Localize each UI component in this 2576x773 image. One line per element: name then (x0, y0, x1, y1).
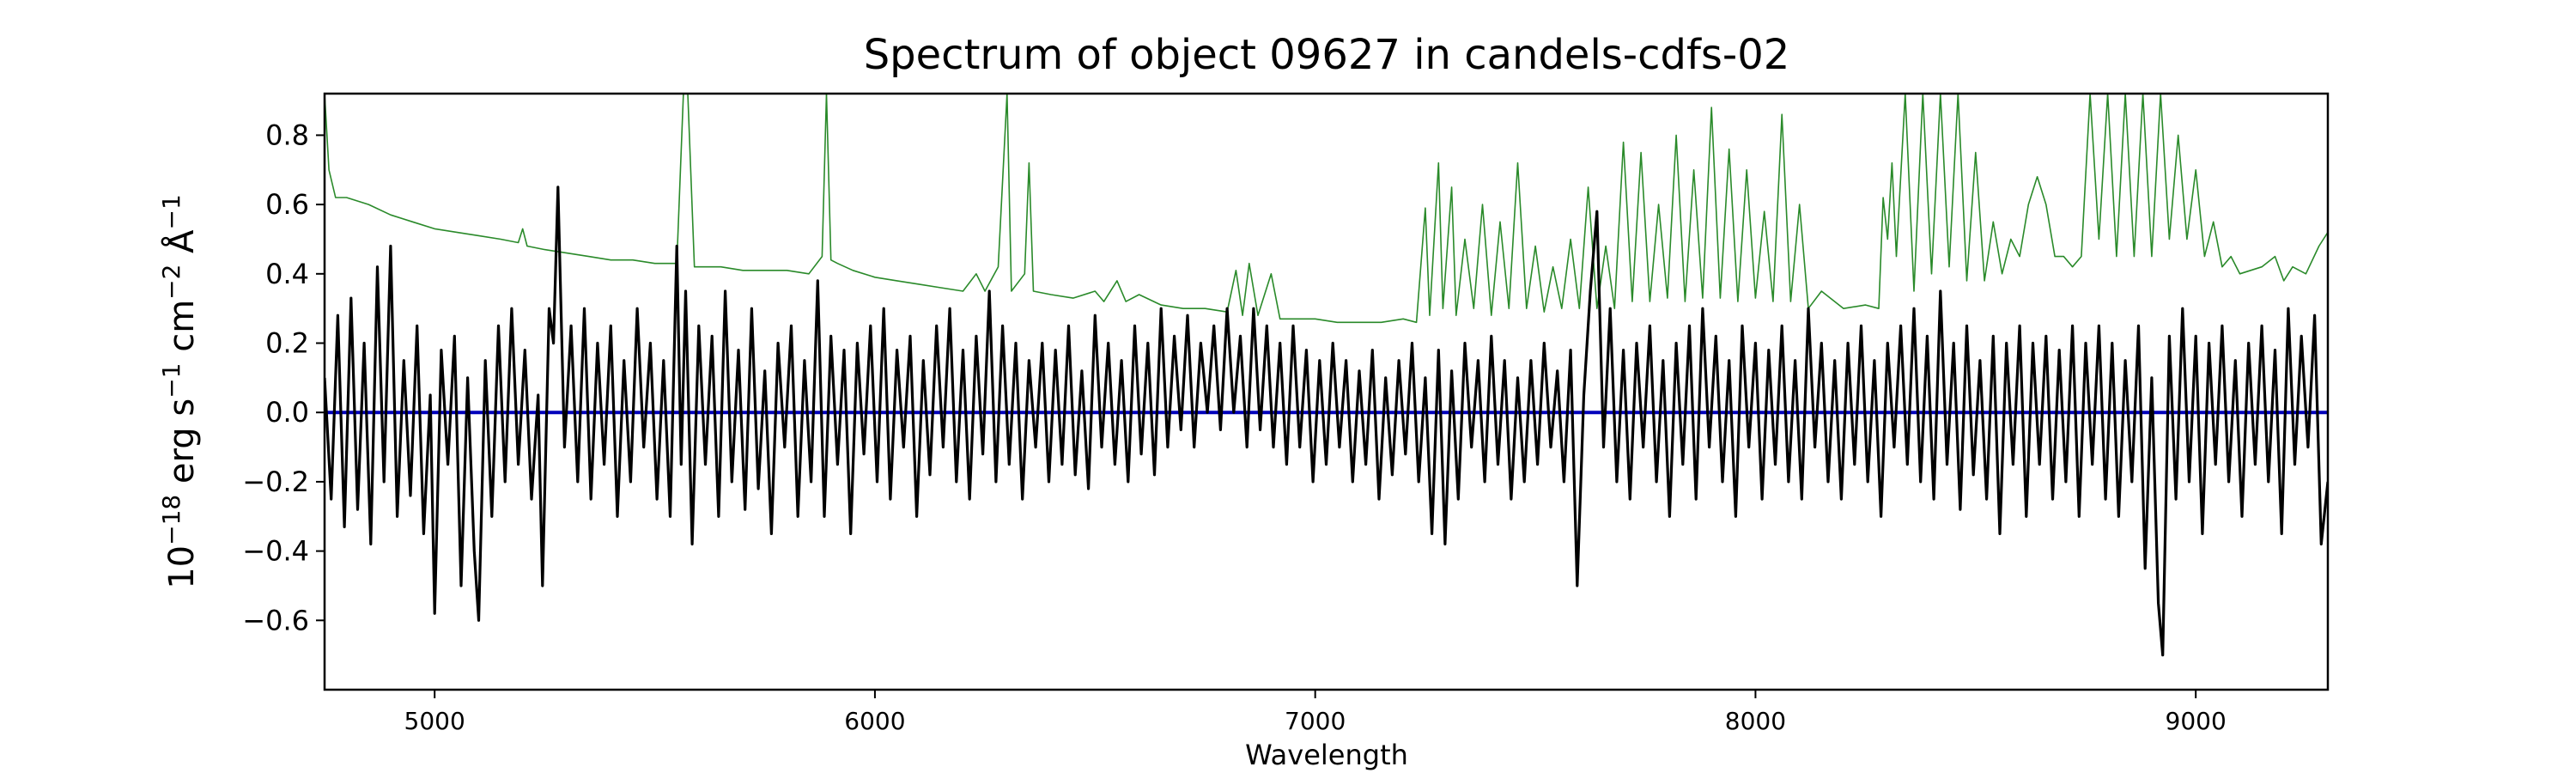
y-label-unit1: erg s (162, 399, 202, 495)
y-tick-label: 0.2 (265, 327, 309, 360)
y-label-exp4: −1 (157, 194, 185, 229)
y-axis-label: 10−18 erg s−1 cm−2 Å−1 (157, 194, 202, 589)
noise-series-line (325, 94, 2328, 324)
x-tick-label: 7000 (1285, 707, 1346, 735)
x-axis-label: Wavelength (1245, 739, 1408, 771)
y-label-unit2: cm (162, 300, 202, 363)
x-tick-label: 9000 (2166, 707, 2227, 735)
x-tick-label: 6000 (844, 707, 905, 735)
y-tick-label: −0.6 (242, 604, 309, 636)
x-tick-label: 8000 (1725, 707, 1786, 735)
y-label-exp2: −1 (157, 363, 185, 399)
y-label-unit3: Å (161, 229, 202, 265)
y-tick-label: −0.4 (242, 535, 309, 568)
chart-title: Spectrum of object 09627 in candels-cdfs… (864, 31, 1790, 79)
series-layer (325, 94, 2328, 657)
y-tick-label: 0.0 (265, 396, 309, 429)
y-tick-label: 0.4 (265, 258, 309, 290)
y-label-exp1: −18 (157, 495, 185, 545)
x-axis: 5000 6000 7000 8000 9000 (404, 690, 2227, 735)
x-tick-label: 5000 (404, 707, 465, 735)
y-label-base: 10 (162, 545, 202, 589)
flux-series-line (325, 186, 2328, 657)
y-tick-label: −0.2 (242, 466, 309, 498)
axes-frame (323, 92, 2330, 691)
y-tick-label: 0.6 (265, 188, 309, 221)
y-axis: 0.8 0.6 0.4 0.2 0.0 −0.2 −0.4 −0.6 (242, 119, 325, 636)
y-tick-label: 0.8 (265, 119, 309, 151)
y-label-exp3: −2 (157, 265, 185, 300)
plot-area (323, 92, 2330, 691)
